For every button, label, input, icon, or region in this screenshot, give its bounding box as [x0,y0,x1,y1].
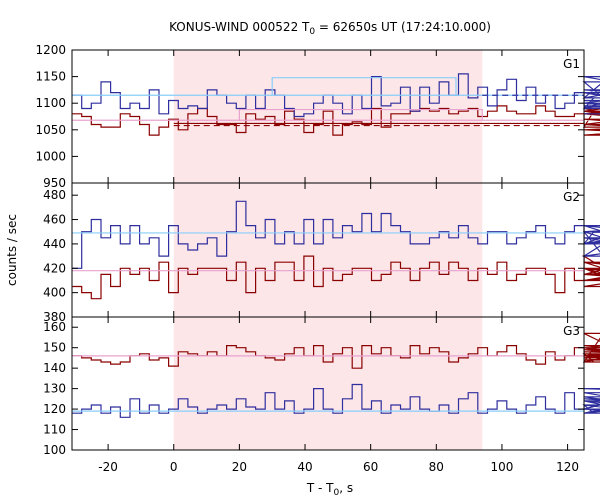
y-tick-label: 110 [43,423,66,437]
y-tick-label: 160 [43,320,66,334]
panel-g2: 380 400 420 440 460 480 G2 [43,182,600,324]
y-tick-label: 950 [43,176,66,190]
x-tick-label: 60 [363,460,378,474]
series-blue-line [72,200,600,269]
y-tick-label: 460 [43,213,66,227]
x-tick-label: 0 [170,460,178,474]
x-axis-label-suffix: , s [339,481,353,495]
y-tick-label: 1200 [35,43,66,57]
x-axis-label-sub: 0 [334,488,340,498]
y-tick-label: 150 [43,341,66,355]
shaded-interval [173,50,483,183]
y-tick-label: 420 [43,261,66,275]
x-axis: -20 0 20 40 60 80 100 120 [98,460,579,474]
plot-panels: 950 1000 1050 1100 1150 1200 G1 380 400 420 440 460… [35,43,600,457]
panel-label: G2 [563,190,580,204]
x-tick-label: 120 [556,460,579,474]
x-tick-label: 40 [297,460,312,474]
chart-title-suffix: = 62650s UT (17:24:10.000) [315,20,491,34]
series-red-line [72,332,600,369]
series-blue-line [72,73,600,118]
x-tick-label: 20 [232,460,247,474]
fit-blue-step [271,77,457,96]
panel-g3: 100 110 120 130 140 150 160 G3 [43,316,600,457]
y-tick-label: 380 [43,310,66,324]
x-tick-label: -20 [98,460,118,474]
y-tick-label: 130 [43,382,66,396]
y-tick-label: 1000 [35,149,66,163]
fit-red-step [238,108,483,121]
y-tick-label: 1150 [35,70,66,84]
chart-title-prefix: KONUS-WIND 000522 T [169,20,310,34]
panel-frame [71,316,585,451]
chart-title: KONUS-WIND 000522 T0 = 62650s UT (17:24:… [169,20,491,37]
panel-g1: 950 1000 1050 1100 1150 1200 G1 [35,43,600,190]
y-tick-label: 1050 [35,123,66,137]
y-tick-label: 140 [43,361,66,375]
y-tick-label: 440 [43,237,66,251]
x-axis-label-prefix: T - T [306,481,334,495]
series-blue-line [72,383,600,418]
y-axis-label: counts / sec [5,214,19,286]
y-tick-label: 100 [43,443,66,457]
series-red-line [72,255,600,300]
y-tick-label: 480 [43,188,66,202]
y-tick-label: 120 [43,402,66,416]
x-tick-label: 80 [429,460,444,474]
shaded-interval [173,317,483,450]
x-tick-label: 100 [490,460,513,474]
x-axis-label: T - T0, s [306,481,353,498]
y-tick-label: 400 [43,286,66,300]
y-tick-label: 1100 [35,96,66,110]
shaded-interval [173,183,483,317]
chart-title-sub: 0 [309,27,315,37]
panel-label: G1 [563,57,580,71]
panel-label: G3 [563,324,580,338]
